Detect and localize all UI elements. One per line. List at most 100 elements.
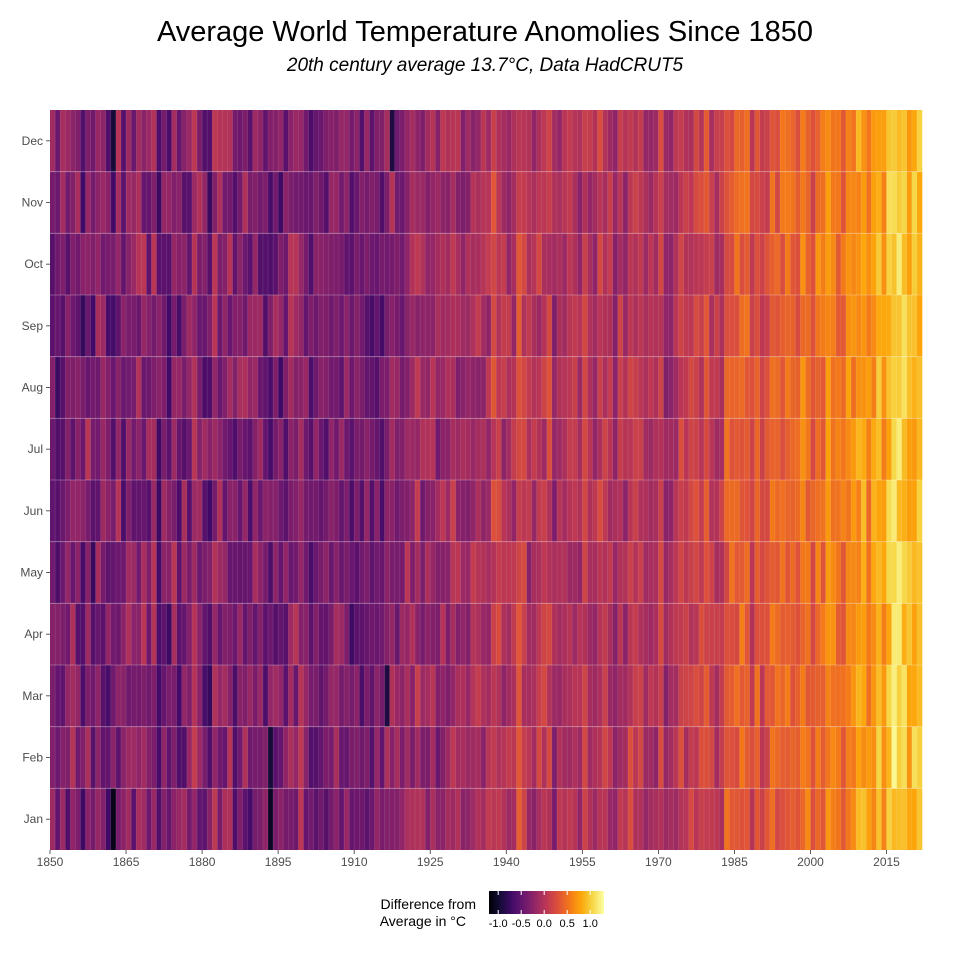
heatmap-cell [516, 295, 522, 357]
heatmap-cell [501, 603, 507, 665]
heatmap-cell [891, 295, 897, 357]
heatmap-cell [470, 233, 477, 295]
heatmap-cell [308, 665, 314, 727]
heatmap-cell [562, 171, 568, 234]
heatmap-cell [369, 356, 375, 419]
heatmap-cell [562, 541, 568, 604]
heatmap-cell [338, 480, 345, 542]
heatmap-cell [683, 665, 690, 727]
heatmap-cell [328, 233, 335, 295]
heatmap-cell [896, 603, 903, 665]
heatmap-cell [293, 480, 299, 542]
heatmap-cell [693, 726, 700, 789]
heatmap-cell [176, 788, 183, 850]
heatmap-cell [526, 171, 532, 234]
heatmap-cell [100, 295, 107, 357]
heatmap-cell [698, 418, 705, 480]
heatmap-cell [678, 788, 685, 850]
heatmap-cell [166, 480, 172, 542]
heatmap-cell [744, 726, 750, 789]
heatmap-cell [95, 788, 101, 850]
heatmap-cell [80, 356, 86, 419]
heatmap-cell [916, 110, 923, 172]
heatmap-cell [724, 541, 730, 604]
heatmap-cell [349, 603, 355, 665]
heatmap-cell [359, 171, 365, 234]
heatmap-cell [212, 726, 218, 789]
heatmap-cell [754, 356, 761, 419]
heatmap-cell [546, 726, 553, 789]
heatmap-cell [567, 541, 573, 604]
heatmap-cell [724, 480, 730, 542]
heatmap-cell [653, 603, 659, 665]
heatmap-cell [856, 603, 862, 665]
heatmap-cell [394, 665, 401, 727]
heatmap-cell [75, 480, 81, 542]
heatmap-cell [65, 665, 71, 727]
heatmap-cell [278, 418, 284, 480]
heatmap-cell [389, 110, 396, 172]
heatmap-cell [338, 665, 345, 727]
heatmap-cell [344, 726, 350, 789]
heatmap-cell [151, 541, 157, 604]
heatmap-cell [825, 171, 832, 234]
heatmap-cell [293, 233, 299, 295]
heatmap-cell [85, 233, 91, 295]
heatmap-cell [120, 233, 127, 295]
heatmap-cell [364, 603, 370, 665]
heatmap-cell [212, 480, 218, 542]
heatmap-cell [262, 726, 269, 789]
heatmap-cell [176, 541, 183, 604]
heatmap-cell [257, 665, 264, 727]
y-tick-label: Sep [22, 319, 44, 333]
heatmap-cell [719, 665, 725, 727]
heatmap-cell [861, 295, 867, 357]
heatmap-cell [262, 233, 269, 295]
heatmap-cell [830, 418, 837, 480]
heatmap-cell [354, 726, 360, 789]
heatmap-cell [597, 480, 603, 542]
heatmap-cell [166, 788, 172, 850]
heatmap-cell [288, 418, 294, 480]
heatmap-cell [288, 665, 294, 727]
heatmap-cell [597, 356, 603, 419]
heatmap-cell [50, 295, 56, 357]
heatmap-cell [800, 541, 806, 604]
heatmap-cell [683, 480, 690, 542]
heatmap-cell [673, 110, 679, 172]
heatmap-cell [845, 541, 852, 604]
heatmap-cell [643, 418, 649, 480]
heatmap-cell [881, 603, 887, 665]
heatmap-cell [95, 541, 101, 604]
heatmap-cell [136, 233, 142, 295]
heatmap-cell [379, 356, 385, 419]
heatmap-cell [318, 295, 325, 357]
heatmap-cell [161, 480, 167, 542]
heatmap-cell [587, 726, 593, 789]
heatmap-cell [536, 480, 543, 542]
heatmap-cell [465, 603, 472, 665]
heatmap-cell [627, 480, 634, 542]
heatmap-cell [506, 480, 512, 542]
heatmap-cell [901, 418, 908, 480]
heatmap-cell [521, 788, 527, 850]
heatmap-cell [455, 418, 461, 480]
heatmap-cell [774, 480, 781, 542]
heatmap-cell [602, 480, 608, 542]
heatmap-cell [100, 603, 107, 665]
y-tick-label: Aug [22, 381, 43, 395]
heatmap-cell [658, 726, 664, 789]
heatmap-cell [536, 233, 543, 295]
heatmap-cell [663, 541, 669, 604]
heatmap-cell [876, 110, 882, 172]
heatmap-cell [668, 726, 674, 789]
heatmap-cell [582, 480, 588, 542]
heatmap-cell [105, 541, 112, 604]
heatmap-cell [176, 110, 183, 172]
heatmap-cell [440, 171, 446, 234]
heatmap-cell [126, 171, 132, 234]
heatmap-cell [653, 665, 659, 727]
heatmap-cell [191, 233, 198, 295]
heatmap-cell [876, 665, 882, 727]
heatmap-cell [207, 541, 213, 604]
